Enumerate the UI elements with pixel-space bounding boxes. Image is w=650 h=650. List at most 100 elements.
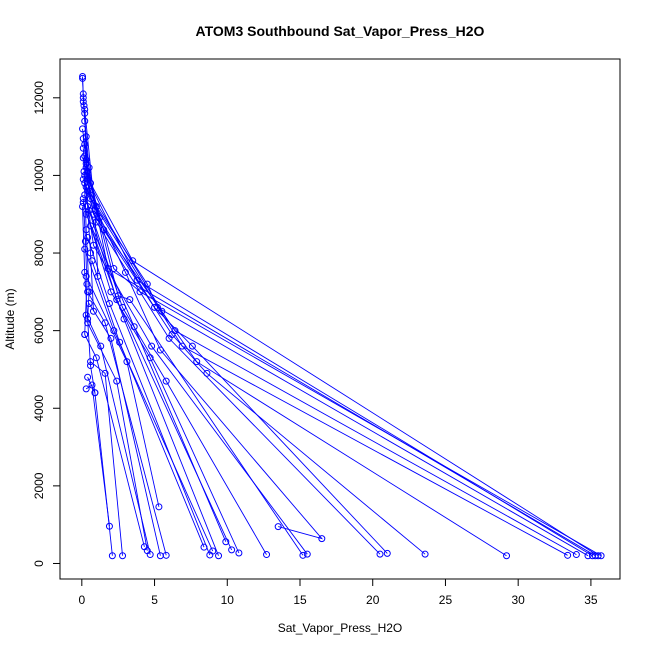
data-point xyxy=(156,346,164,354)
data-point xyxy=(82,164,90,172)
x-tick-label: 30 xyxy=(512,593,526,607)
data-point xyxy=(203,369,211,377)
x-tick-label: 35 xyxy=(584,593,598,607)
data-point xyxy=(162,551,170,559)
series-line xyxy=(85,163,507,557)
series-line xyxy=(82,101,593,557)
data-point xyxy=(148,342,156,350)
data-point xyxy=(503,552,511,560)
data-point xyxy=(79,94,87,102)
chart-title: ATOM3 Southbound Sat_Vapor_Press_H2O xyxy=(196,23,485,39)
data-point xyxy=(120,315,128,323)
data-point xyxy=(84,202,92,210)
data-point xyxy=(81,152,89,160)
data-point xyxy=(376,550,384,558)
profile-series xyxy=(81,105,102,280)
data-point xyxy=(119,552,127,560)
data-point xyxy=(81,245,89,253)
profile-series xyxy=(79,175,391,557)
data-point xyxy=(79,195,87,203)
series-line xyxy=(84,109,99,277)
data-point xyxy=(88,257,96,265)
data-point xyxy=(101,319,109,327)
y-tick-label: 10000 xyxy=(32,158,46,192)
data-point xyxy=(92,354,100,362)
data-point xyxy=(79,144,87,152)
series-line xyxy=(87,291,167,556)
x-tick-label: 0 xyxy=(78,593,85,607)
data-point xyxy=(91,389,99,397)
data-point xyxy=(84,234,92,242)
y-tick-label: 6000 xyxy=(32,317,46,344)
data-point xyxy=(235,549,243,557)
data-point xyxy=(83,280,91,288)
series-line xyxy=(85,186,381,555)
x-tick-label: 15 xyxy=(293,593,307,607)
profile-series xyxy=(79,202,99,397)
series-line xyxy=(82,76,596,557)
profile-series xyxy=(79,74,602,560)
data-point xyxy=(584,552,592,560)
data-point xyxy=(121,268,129,276)
data-point xyxy=(89,307,97,315)
y-tick-label: 12000 xyxy=(32,81,46,115)
series-line xyxy=(82,206,96,393)
data-point xyxy=(82,311,90,319)
data-point xyxy=(101,369,109,377)
data-point xyxy=(81,237,89,245)
data-point xyxy=(303,550,311,558)
data-point xyxy=(79,154,87,162)
series-line xyxy=(87,322,148,551)
y-axis: 0 2000 4000 6000 8000 10000 12000 xyxy=(32,81,61,567)
data-point xyxy=(82,385,90,393)
data-point xyxy=(188,342,196,350)
data-point xyxy=(155,503,163,511)
series-line xyxy=(91,260,205,548)
data-point xyxy=(215,552,223,560)
series-line xyxy=(90,361,123,556)
data-point xyxy=(299,551,307,559)
series-line xyxy=(87,190,324,540)
series-line xyxy=(85,167,304,556)
series-line xyxy=(82,157,568,556)
data-point xyxy=(126,296,134,304)
data-point xyxy=(81,268,89,276)
data-point xyxy=(200,543,208,551)
data-point xyxy=(193,358,201,366)
data-point xyxy=(165,334,173,342)
data-point xyxy=(162,377,170,385)
profile-series xyxy=(88,257,208,551)
series-line xyxy=(85,214,227,542)
profile-series xyxy=(79,195,91,339)
x-tick-label: 10 xyxy=(221,593,235,607)
data-point xyxy=(107,334,115,342)
data-point xyxy=(274,523,282,531)
data-point xyxy=(178,342,186,350)
data-point xyxy=(564,551,572,559)
profile-series xyxy=(84,187,326,543)
data-point xyxy=(140,543,148,551)
data-point xyxy=(113,377,121,385)
profile-series xyxy=(79,98,596,560)
x-tick-label: 20 xyxy=(366,593,380,607)
data-point xyxy=(130,323,138,331)
data-point xyxy=(91,206,99,214)
data-point xyxy=(81,105,89,113)
data-point xyxy=(151,303,159,311)
series-line xyxy=(82,202,240,554)
series-line xyxy=(85,276,160,507)
profile-series xyxy=(82,381,113,530)
profile-series xyxy=(79,72,599,560)
data-point xyxy=(84,373,92,381)
y-tick-label: 0 xyxy=(32,560,46,567)
data-point xyxy=(318,535,326,543)
data-point xyxy=(222,538,230,546)
profile-series xyxy=(81,191,271,559)
series-layer xyxy=(79,72,605,560)
profile-series xyxy=(87,222,223,560)
series-line xyxy=(88,303,161,556)
data-point xyxy=(81,331,89,339)
data-point xyxy=(88,381,96,389)
data-point xyxy=(79,125,87,133)
profile-series xyxy=(84,373,116,560)
